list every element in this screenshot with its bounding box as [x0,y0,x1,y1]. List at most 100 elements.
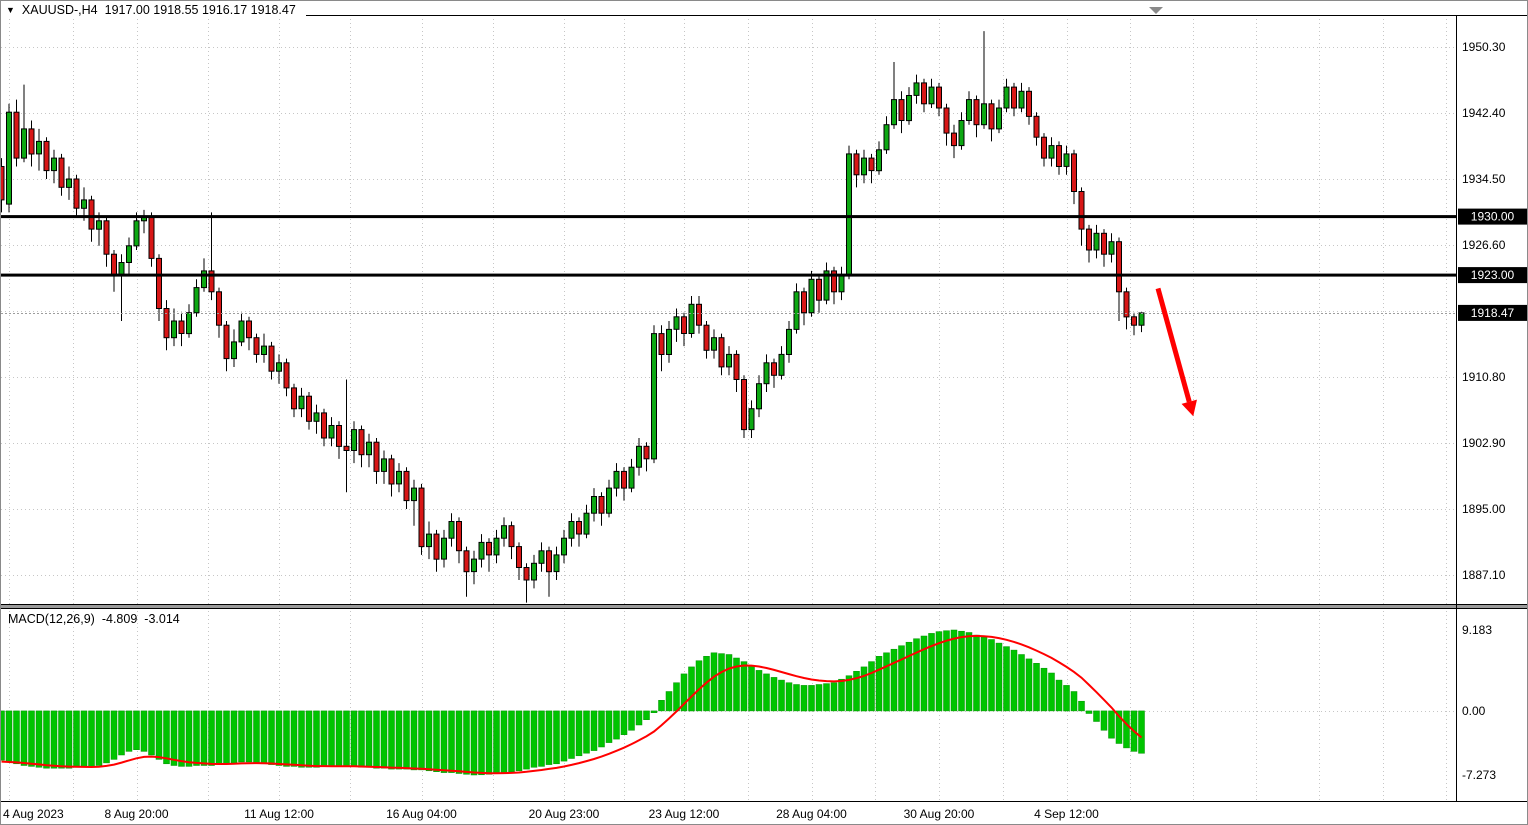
macd-bar [950,629,958,712]
candle-down [1078,191,1085,230]
macd-bar [635,710,643,726]
macd-bar [958,630,965,712]
title-ohlc: 1917.00 1918.55 1916.17 1918.47 [104,3,296,17]
macd-bar [73,710,80,768]
candle-down [268,345,275,372]
candle-down [696,303,702,326]
macd-bar [470,710,478,776]
macd-bar [838,678,845,712]
candle-down [741,379,747,431]
candle-down [148,216,155,259]
current-price-tag-text: 1918.47 [1471,306,1515,320]
macd-bar [808,685,815,712]
candle-up [591,496,597,514]
macd-bar [328,710,335,767]
candle-down [516,546,522,568]
macd-label: MACD(12,26,9) -4.809 -3.014 [8,612,180,626]
chart-title: ▼ XAUUSD-,H4 1917.00 1918.55 1916.17 191… [1,1,306,19]
candle-up [786,328,792,355]
candle-up [186,312,192,335]
title-symbol: XAUUSD-,H4 [21,3,98,17]
candle-down [1011,86,1017,109]
candle-up [673,316,680,330]
candle-up [441,537,447,560]
macd-bar [433,710,440,772]
macd-bar [290,710,298,767]
macd-bar [748,665,755,712]
candle-up [118,262,125,276]
macd-bar [65,710,73,769]
candle-down [73,178,80,209]
candle-down [223,324,230,360]
macd-bar [920,635,928,712]
candle-up [928,86,935,105]
macd-bar [680,673,688,712]
candle-down [1123,291,1130,318]
candle-down [336,425,342,447]
macd-bar [658,700,665,712]
candle-down [936,86,942,109]
candle-down [621,470,627,489]
candle-up [838,274,845,293]
macd-bar [380,710,388,769]
candle-down [283,362,290,389]
candle-down [486,541,492,556]
macd-bar [313,710,320,768]
candle-down [523,567,530,581]
trend-arrow-shaft[interactable] [1155,287,1192,403]
level-line-1930.00[interactable] [1,215,1456,219]
macd-bar [605,710,613,743]
price-axis-label: 1902.90 [1462,436,1506,450]
candle-up [531,562,537,581]
candle-up [778,353,785,376]
panel-borders [1,15,1527,802]
candle-down [853,153,860,176]
candle-up [538,550,545,564]
macd-bar [373,710,380,769]
axis-labels: 1950.30 1942.40 1934.50 1926.60 1910.80 1902.… [3,40,1506,821]
candle-up [411,487,417,502]
candle-down [718,337,725,368]
candle-up [958,120,965,147]
macd-bar [148,710,155,756]
candle-up [763,362,770,385]
macd-bar [335,710,343,767]
chart-shift-marker-icon[interactable] [1149,7,1163,14]
macd-bar [320,710,328,767]
candle-down [703,324,710,351]
macd-bar [133,710,140,750]
candle-up [688,303,695,334]
candle-up [66,178,72,188]
macd-bar [883,652,890,712]
macd-bar [200,710,208,766]
macd-bar [628,710,635,731]
macd-bar [403,710,410,770]
trend-arrow-head[interactable] [1181,399,1197,417]
macd-bar [778,679,785,712]
macd-bar [1123,710,1130,749]
time-axis-label: 8 Aug 20:00 [104,807,168,821]
price-tag-1923.00 [1458,267,1527,284]
macd-bar [755,670,763,712]
level-line-1923.00[interactable] [1,273,1456,277]
macd-bar [643,710,650,720]
candle-down [321,412,327,439]
candle-down [771,362,777,376]
candle-down [43,140,50,172]
candle-up [133,220,140,247]
macd-bar [875,656,883,712]
candle-up [201,270,207,289]
macd-bar [5,710,13,763]
macd-bar [995,642,1003,712]
candle-up [861,157,867,176]
price-tag-1930.00-text: 1930.00 [1471,210,1515,224]
candle-up [846,153,852,276]
candle-down [681,316,687,334]
time-axis-label: 11 Aug 12:00 [244,807,314,821]
macd-bar [35,710,43,768]
candle-down [1,166,5,201]
macd-bar [1085,710,1093,714]
macd-bar [913,638,920,712]
time-axis-label: 28 Aug 04:00 [776,807,847,821]
